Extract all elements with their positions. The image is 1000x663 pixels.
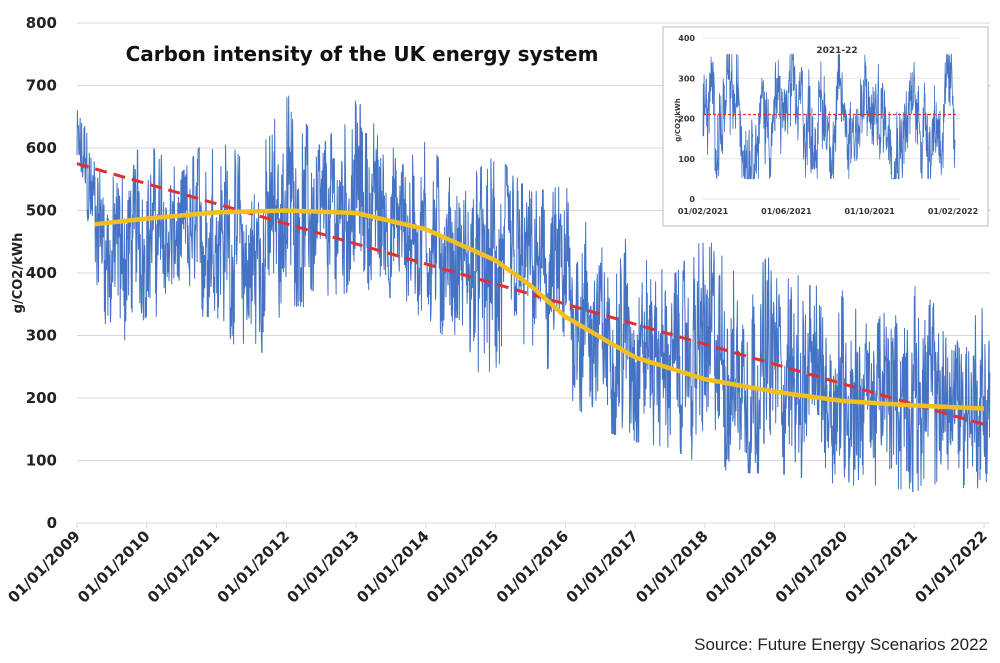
- x-tick-label: 01/01/2011: [144, 527, 224, 607]
- inset-x-tick-label: 01/10/2021: [844, 207, 895, 216]
- inset-chart-2021-22: 0 100 200 300 400 01/02/2021 01/06/2021 01/10/…: [662, 26, 989, 227]
- x-tick-label: 01/01/2016: [493, 527, 573, 607]
- y-tick-label: 300: [26, 327, 57, 345]
- y-tick-label: 600: [26, 139, 57, 157]
- smoothed-curve: [94, 208, 985, 411]
- x-tick-label: 01/01/2018: [632, 527, 712, 607]
- inset-y-tick-label: 0: [689, 195, 695, 204]
- y-tick-label: 400: [26, 264, 57, 282]
- x-tick-label: 01/01/2010: [74, 527, 154, 607]
- inset-y-tick-label: 300: [678, 74, 695, 83]
- x-tick-label: 01/01/2019: [702, 527, 782, 607]
- y-axis-label: g/CO2/kWh: [11, 233, 26, 314]
- source-note: Source: Future Energy Scenarios 2022: [694, 635, 988, 654]
- y-tick-label: 700: [26, 77, 57, 95]
- y-tick-label: 0: [47, 514, 57, 532]
- x-tick-label: 01/01/2013: [283, 527, 363, 607]
- x-tick-label: 01/01/2012: [214, 527, 294, 607]
- inset-y-tick-label: 400: [678, 34, 695, 43]
- x-tick-label: 01/01/2021: [842, 527, 922, 607]
- x-tick-label: 01/01/2020: [772, 527, 852, 607]
- x-tick-labels: 01/01/200901/01/201001/01/201101/01/2012…: [4, 527, 991, 607]
- y-tick-label: 100: [26, 452, 57, 470]
- inset-x-tick-label: 01/02/2022: [928, 207, 978, 216]
- inset-series: [702, 53, 956, 180]
- inset-x-tick-labels: 01/02/2021 01/06/2021 01/10/2021 01/02/2022: [678, 207, 978, 216]
- y-tick-labels: 0 100 200 300 400 500 600 700 800: [26, 14, 57, 532]
- x-tick-label: 01/01/2017: [562, 527, 642, 607]
- inset-y-tick-labels: 0 100 200 300 400: [678, 34, 695, 204]
- x-tick-label: 01/01/2022: [911, 527, 991, 607]
- trend-line: [76, 162, 991, 428]
- y-tick-label: 200: [26, 389, 57, 407]
- y-tick-label: 800: [26, 14, 57, 32]
- y-tick-label: 500: [26, 202, 57, 220]
- inset-x-tick-label: 01/06/2021: [761, 207, 812, 216]
- inset-y-tick-label: 100: [678, 155, 695, 164]
- chart-title: Carbon intensity of the UK energy system: [126, 42, 599, 66]
- x-tick-label: 01/01/2014: [353, 527, 433, 607]
- inset-y-tick-label: 200: [678, 115, 695, 124]
- inset-y-axis-label: g/CO2/kWh: [674, 98, 682, 141]
- x-tick-label: 01/01/2009: [4, 527, 84, 607]
- inset-title: 2021-22: [816, 46, 857, 56]
- inset-x-tick-label: 01/02/2021: [678, 207, 729, 216]
- x-tick-label: 01/01/2015: [423, 527, 503, 607]
